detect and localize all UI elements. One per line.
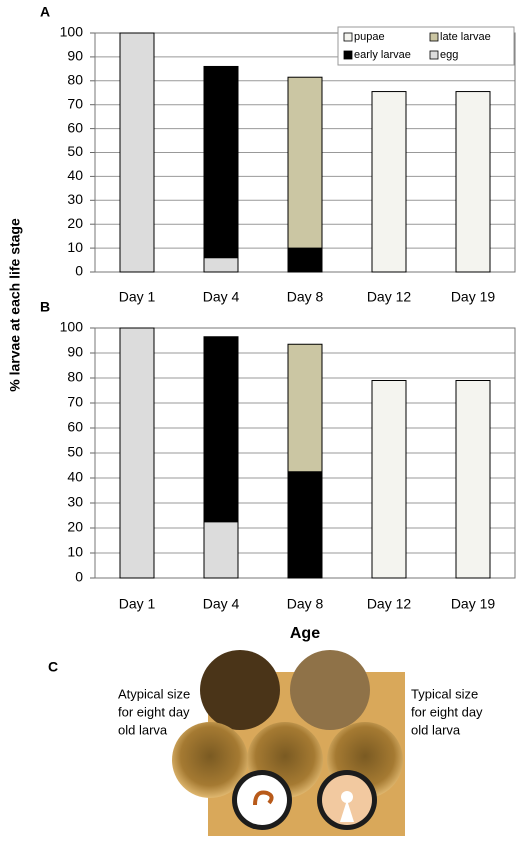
y-tick-label: 80 <box>67 72 83 88</box>
y-tick-label: 90 <box>67 344 83 360</box>
bar-segment <box>203 336 239 523</box>
y-tick-label: 60 <box>67 419 83 435</box>
x-tick-label: Day 1 <box>119 596 156 612</box>
legend-swatch <box>343 32 353 42</box>
y-tick-label: 20 <box>67 519 83 535</box>
caption-line: Typical size <box>411 686 478 701</box>
bar-segment <box>455 380 491 579</box>
legend-frame <box>337 26 515 66</box>
caption-line: for eight day <box>118 704 190 719</box>
bar-segment <box>287 471 323 579</box>
panel-label: C <box>48 659 58 675</box>
y-tick-label: 100 <box>60 319 84 335</box>
y-tick-label: 100 <box>60 24 84 40</box>
x-tick-label: Day 19 <box>451 289 496 305</box>
x-tick-label: Day 12 <box>367 596 412 612</box>
bar-segment <box>203 521 239 579</box>
bar-segment <box>371 380 407 579</box>
x-tick-label: Day 1 <box>119 289 156 305</box>
bar-segment <box>287 76 323 249</box>
y-tick-label: 40 <box>67 167 83 183</box>
y-tick-label: 10 <box>67 239 83 255</box>
y-tick-label: 60 <box>67 119 83 135</box>
y-axis-label: % larvae at each life stage <box>7 218 23 392</box>
x-tick-label: Day 4 <box>203 596 240 612</box>
caption-line: old larva <box>411 722 461 737</box>
y-tick-label: 20 <box>67 215 83 231</box>
bar-segment <box>203 257 239 273</box>
caption-line: old larva <box>118 722 168 737</box>
panel-label: B <box>40 299 50 315</box>
x-tick-label: Day 12 <box>367 289 412 305</box>
legend-swatch <box>429 32 439 42</box>
caption-line: Atypical size <box>118 686 190 701</box>
photo <box>172 650 405 836</box>
x-tick-label: Day 4 <box>203 289 240 305</box>
y-tick-label: 40 <box>67 469 83 485</box>
bar-segment <box>287 343 323 473</box>
caption-line: for eight day <box>411 704 483 719</box>
bar-segment <box>455 91 491 273</box>
legend-label: egg <box>440 49 458 61</box>
x-axis-label: Age <box>290 625 320 642</box>
y-tick-label: 80 <box>67 369 83 385</box>
y-tick-label: 10 <box>67 544 83 560</box>
legend-swatch <box>343 50 353 60</box>
legend-label: early larvae <box>354 49 411 61</box>
y-tick-label: 50 <box>67 444 83 460</box>
bar-segment <box>371 91 407 273</box>
x-tick-label: Day 8 <box>287 289 324 305</box>
y-tick-label: 0 <box>75 569 83 585</box>
left-caption: Atypical size for eight day old larva <box>118 686 190 737</box>
y-tick-label: 50 <box>67 143 83 159</box>
y-tick-label: 30 <box>67 191 83 207</box>
y-tick-label: 70 <box>67 95 83 111</box>
y-tick-label: 0 <box>75 263 83 279</box>
legend-swatch <box>429 50 439 60</box>
bar-segment <box>119 327 155 579</box>
y-tick-label: 30 <box>67 494 83 510</box>
bar-segment <box>287 247 323 273</box>
bar-segment <box>119 32 155 273</box>
legend: pupae late larvae early larvae egg <box>337 26 515 66</box>
legend-label: late larvae <box>440 31 491 43</box>
x-tick-label: Day 19 <box>451 596 496 612</box>
bar-segment <box>203 65 239 259</box>
panel-label: A <box>40 4 50 20</box>
x-tick-label: Day 8 <box>287 596 324 612</box>
legend-label: pupae <box>354 31 385 43</box>
y-tick-label: 70 <box>67 394 83 410</box>
y-tick-label: 90 <box>67 48 83 64</box>
right-caption: Typical size for eight day old larva <box>411 686 483 737</box>
